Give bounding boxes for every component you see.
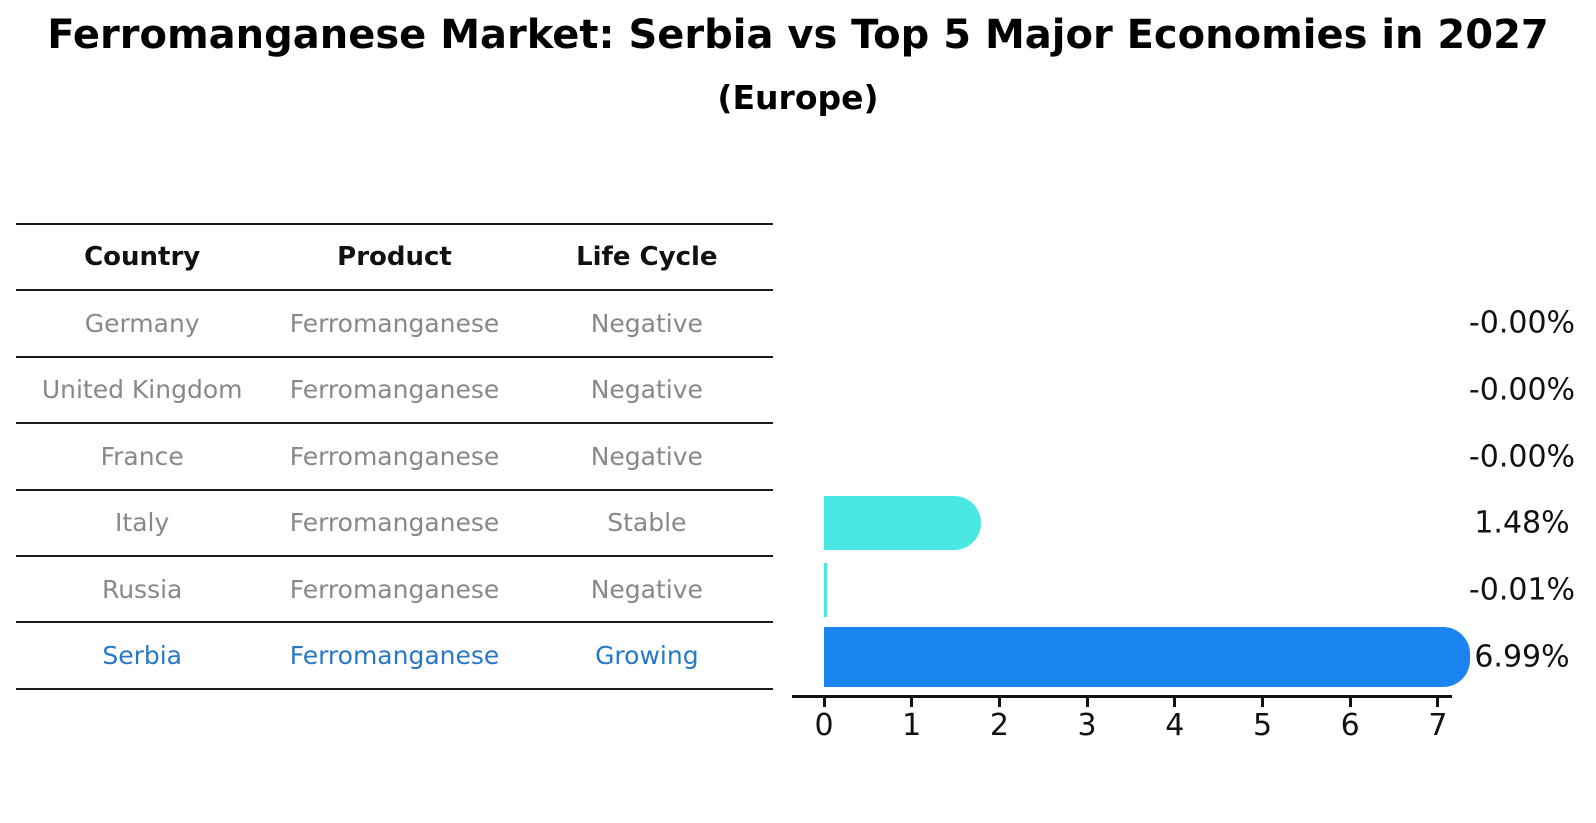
chart-subtitle: (Europe) <box>717 78 879 117</box>
value-label-italy: 1.48% <box>1474 505 1570 541</box>
tick-label: 7 <box>1428 708 1448 743</box>
x-tick-6: 6 <box>1310 698 1390 743</box>
tick-label: 5 <box>1252 708 1273 743</box>
x-tick-4: 4 <box>1135 698 1215 743</box>
cell-life-cycle: Negative <box>590 375 703 405</box>
table-row-united-kingdom: United Kingdom Ferromanganese Negative <box>16 355 773 422</box>
cell-life-cycle: Negative <box>590 309 703 339</box>
x-tick-0: 0 <box>784 698 864 743</box>
table-row-france: France Ferromanganese Negative <box>16 422 773 488</box>
tick-label: 1 <box>902 708 922 743</box>
column-header-life-cycle: Life Cycle <box>576 242 718 273</box>
cell-product: Ferromanganese <box>289 508 500 538</box>
bar-serbia <box>824 626 1471 687</box>
table-row-italy: Italy Ferromanganese Stable <box>16 488 773 555</box>
cell-life-cycle: Growing <box>595 641 699 671</box>
cell-country: Russia <box>101 574 183 604</box>
cell-product: Ferromanganese <box>289 309 500 339</box>
tick-mark-icon <box>1085 698 1089 707</box>
value-label-russia: -0.01% <box>1468 572 1576 608</box>
tick-mark-icon <box>997 698 1001 707</box>
tick-label: 6 <box>1340 708 1360 743</box>
x-tick-3: 3 <box>1047 698 1127 743</box>
tick-label: 4 <box>1165 708 1185 743</box>
cell-life-cycle: Negative <box>590 574 703 604</box>
tick-mark-icon <box>1436 698 1440 707</box>
tick-mark-icon <box>1261 698 1264 707</box>
tick-mark-icon <box>910 698 914 707</box>
tick-mark-icon <box>822 698 826 707</box>
value-label-serbia: 6.99% <box>1474 639 1570 675</box>
x-tick-2: 2 <box>959 698 1039 743</box>
cell-product: Ferromanganese <box>289 375 500 405</box>
tick-label: 0 <box>814 708 834 743</box>
bar-italy <box>824 496 981 551</box>
tick-label: 3 <box>1077 708 1097 743</box>
x-tick-5: 5 <box>1223 698 1303 743</box>
x-axis-line <box>792 695 1452 698</box>
table-row-russia: Russia Ferromanganese Negative <box>16 554 773 621</box>
table-row-germany: Germany Ferromanganese Negative <box>16 289 773 355</box>
value-label-germany: -0.00% <box>1468 305 1576 341</box>
bar-russia <box>824 562 827 617</box>
column-header-product: Product <box>337 242 452 273</box>
column-header-country: Country <box>84 242 201 273</box>
comparison-table: Country Product Life Cycle Germany Ferro… <box>16 223 773 690</box>
tick-mark-icon <box>1348 698 1352 707</box>
cell-life-cycle: Negative <box>590 441 703 471</box>
cell-product: Ferromanganese <box>289 574 500 604</box>
value-label-france: -0.00% <box>1468 439 1576 474</box>
cell-life-cycle: Stable <box>607 508 687 538</box>
table-row-serbia: Serbia Ferromanganese Growing <box>16 621 773 687</box>
cell-country: Serbia <box>102 641 182 671</box>
x-tick-1: 1 <box>872 698 952 743</box>
cell-country: Germany <box>84 309 200 339</box>
cell-product: Ferromanganese <box>289 641 500 671</box>
cell-country: France <box>100 441 184 471</box>
cell-product: Ferromanganese <box>289 441 500 471</box>
cell-country: Italy <box>115 508 170 538</box>
tick-mark-icon <box>1173 698 1177 707</box>
cell-country: United Kingdom <box>41 375 243 405</box>
table-header-row: Country Product Life Cycle <box>16 223 773 289</box>
value-label-united-kingdom: -0.00% <box>1468 372 1576 408</box>
tick-label: 2 <box>989 708 1009 743</box>
chart-title: Ferromanganese Market: Serbia vs Top 5 M… <box>47 12 1549 58</box>
x-tick-7: 7 <box>1398 698 1478 743</box>
